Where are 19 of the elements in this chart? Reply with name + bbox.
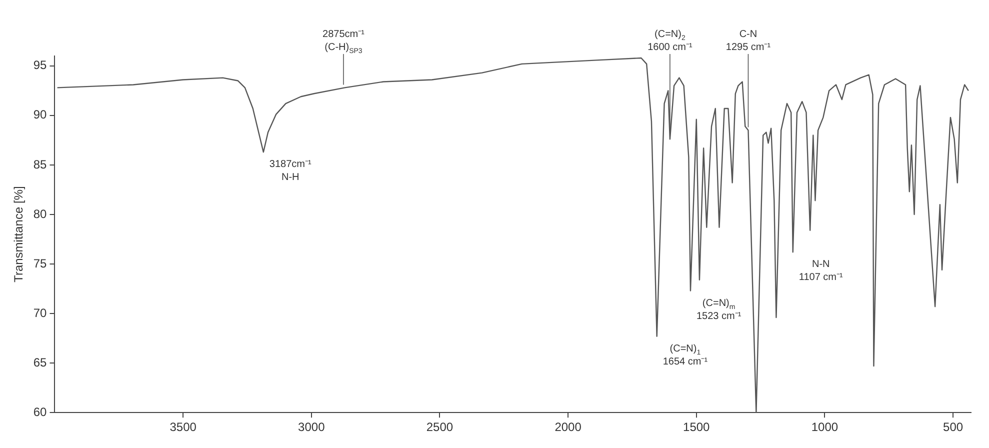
x-tick-label: 1000 bbox=[811, 420, 838, 434]
y-tick-label: 75 bbox=[33, 256, 48, 270]
x-tick-label: 1500 bbox=[683, 420, 710, 434]
annotation: 3187cm⁻¹ N-H bbox=[269, 159, 312, 184]
x-tick-label: 500 bbox=[943, 420, 964, 434]
y-tick-label: 65 bbox=[33, 355, 48, 370]
y-tick-label: 80 bbox=[33, 206, 48, 221]
annotation: C-N 1295 cm⁻¹ bbox=[726, 29, 772, 53]
y-tick-label: 90 bbox=[33, 108, 48, 122]
x-tick-label: 3000 bbox=[298, 420, 326, 434]
y-tick-label: 60 bbox=[33, 404, 48, 419]
x-tick-label: 3500 bbox=[170, 420, 197, 434]
x-tick-label: 2500 bbox=[426, 420, 454, 434]
y-axis-title: Transmittance [%] bbox=[12, 186, 26, 282]
y-tick-label: 70 bbox=[33, 306, 48, 320]
x-tick-label: 2000 bbox=[554, 420, 582, 434]
y-tick-label: 85 bbox=[33, 157, 48, 172]
annotation: N-N 1107 cm⁻¹ bbox=[798, 259, 844, 284]
y-tick-label: 95 bbox=[33, 58, 48, 72]
